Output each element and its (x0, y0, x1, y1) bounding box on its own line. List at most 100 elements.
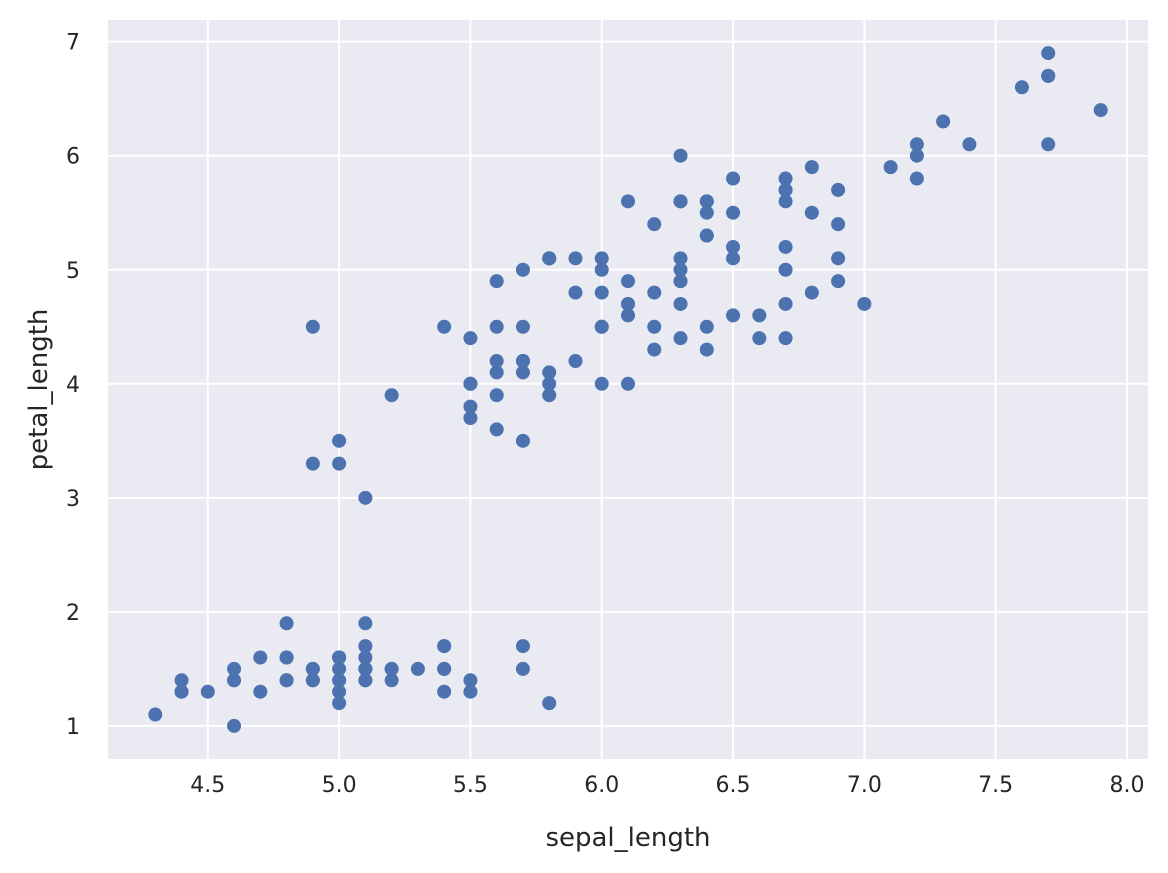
data-point (437, 639, 452, 654)
data-point (831, 274, 846, 289)
data-point (857, 296, 872, 311)
data-point (647, 285, 662, 300)
data-point (305, 319, 320, 334)
data-point (384, 661, 399, 676)
data-point (489, 319, 504, 334)
y-tick-label: 7 (66, 31, 80, 56)
y-tick-label: 6 (66, 145, 80, 170)
data-point (332, 456, 347, 471)
data-point (752, 331, 767, 346)
x-tick-label: 8.0 (1109, 773, 1144, 798)
data-point (489, 365, 504, 380)
data-point (489, 353, 504, 368)
data-point (594, 251, 609, 266)
data-point (200, 684, 215, 699)
data-point (594, 262, 609, 277)
data-point (699, 228, 714, 243)
data-point (778, 331, 793, 346)
data-point (936, 114, 951, 129)
data-point (621, 296, 635, 311)
data-point (384, 673, 399, 688)
data-point (778, 171, 793, 186)
data-point (673, 194, 688, 209)
data-point (883, 160, 898, 175)
data-point (332, 661, 347, 676)
data-point (332, 650, 347, 665)
data-point (542, 696, 557, 711)
data-point (909, 171, 924, 186)
data-point (621, 274, 635, 289)
x-tick-label: 5.0 (322, 773, 357, 798)
data-point (621, 376, 635, 391)
grid-lines (108, 20, 1148, 759)
data-point (332, 684, 347, 699)
data-point (227, 673, 242, 688)
data-point (673, 148, 688, 163)
data-point (699, 342, 714, 357)
data-point (489, 388, 504, 403)
data-point (437, 684, 452, 699)
data-point (227, 718, 242, 733)
data-point (489, 422, 504, 437)
data-point (332, 696, 347, 711)
data-point (778, 296, 793, 311)
data-point (699, 319, 714, 334)
data-point (621, 194, 635, 209)
data-point (305, 456, 320, 471)
data-point (515, 365, 530, 380)
data-point (647, 319, 662, 334)
data-point (515, 639, 530, 654)
data-point (279, 650, 294, 665)
data-point (174, 673, 189, 688)
data-point (358, 639, 373, 654)
data-point (463, 331, 478, 346)
data-point (463, 684, 478, 699)
data-point (831, 251, 846, 266)
y-tick-label: 2 (66, 601, 80, 626)
data-point (778, 194, 793, 209)
data-point (752, 308, 767, 323)
data-point (647, 217, 662, 232)
data-point (253, 650, 268, 665)
data-point (1041, 137, 1056, 152)
data-point (148, 707, 163, 722)
data-point (227, 661, 242, 676)
data-point (463, 399, 478, 414)
data-point (174, 684, 189, 699)
data-point (384, 388, 399, 403)
data-point (699, 194, 714, 209)
data-point (594, 376, 609, 391)
data-point (804, 285, 819, 300)
data-point (463, 673, 478, 688)
data-point (831, 217, 846, 232)
data-point (909, 148, 924, 163)
data-point (332, 433, 347, 448)
x-tick-label: 5.5 (453, 773, 488, 798)
data-point (253, 684, 268, 699)
y-axis-label: petal_length (24, 309, 54, 471)
data-point (437, 319, 452, 334)
data-point (778, 262, 793, 277)
data-point (726, 239, 741, 254)
data-point (332, 673, 347, 688)
y-tick-labels: 1 2 3 4 5 6 7 (66, 31, 80, 740)
data-point (778, 239, 793, 254)
data-point (542, 365, 557, 380)
data-point (726, 308, 741, 323)
data-point (358, 490, 373, 505)
data-point (962, 137, 977, 152)
data-point (279, 673, 294, 688)
data-point (358, 661, 373, 676)
x-tick-labels: 4.5 5.0 5.5 6.0 6.5 7.0 7.5 8.0 (190, 773, 1144, 798)
data-point (305, 661, 320, 676)
x-tick-label: 6.0 (584, 773, 619, 798)
y-tick-label: 3 (66, 487, 80, 512)
data-point (594, 319, 609, 334)
data-point (673, 296, 688, 311)
data-point (726, 171, 741, 186)
data-point (542, 376, 557, 391)
data-point (358, 616, 373, 631)
x-tick-label: 7.0 (847, 773, 882, 798)
data-point (568, 353, 583, 368)
